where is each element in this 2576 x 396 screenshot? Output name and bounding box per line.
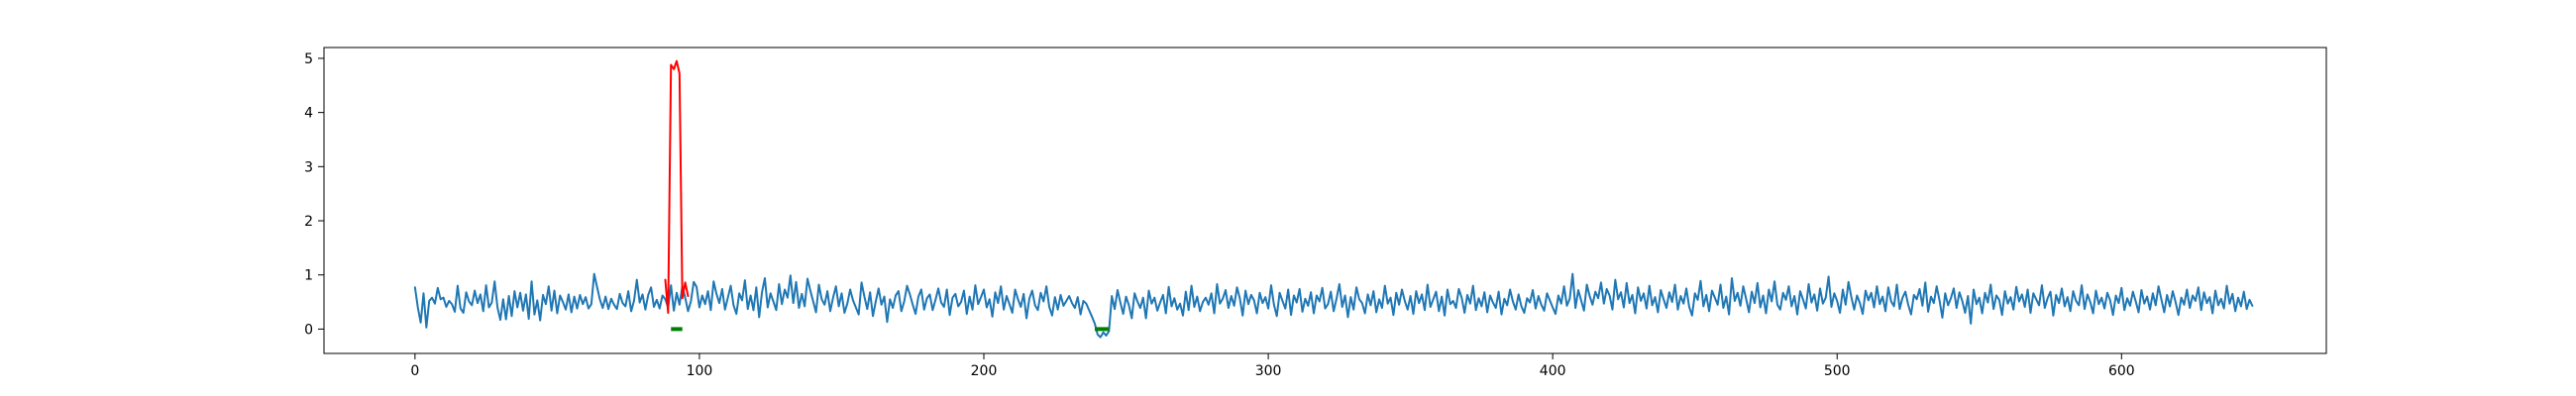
series-line-highlight-high-1 [664, 59, 690, 314]
x-tick-label: 500 [1824, 363, 1851, 379]
y-tick-label: 5 [304, 51, 313, 67]
y-tick-label: 3 [304, 159, 313, 175]
plot-area [413, 59, 2254, 339]
x-tick-label: 600 [2108, 363, 2135, 379]
x-tick-label: 100 [687, 363, 713, 379]
y-tick-label: 0 [304, 322, 313, 338]
axes-frame [323, 47, 2327, 354]
x-tick-label: 200 [971, 363, 998, 379]
x-tick-label: 0 [410, 363, 419, 379]
y-tick-label: 4 [304, 106, 313, 122]
axes: 0 100 200 300 400 500 600 0 1 2 3 4 5 [304, 47, 2327, 379]
x-tick-label: 400 [1540, 363, 1566, 379]
y-tick-label: 2 [304, 214, 313, 230]
series-line-signal-0 [413, 272, 2254, 339]
x-tick-label: 300 [1255, 363, 1282, 379]
y-tick-label: 1 [304, 268, 313, 284]
